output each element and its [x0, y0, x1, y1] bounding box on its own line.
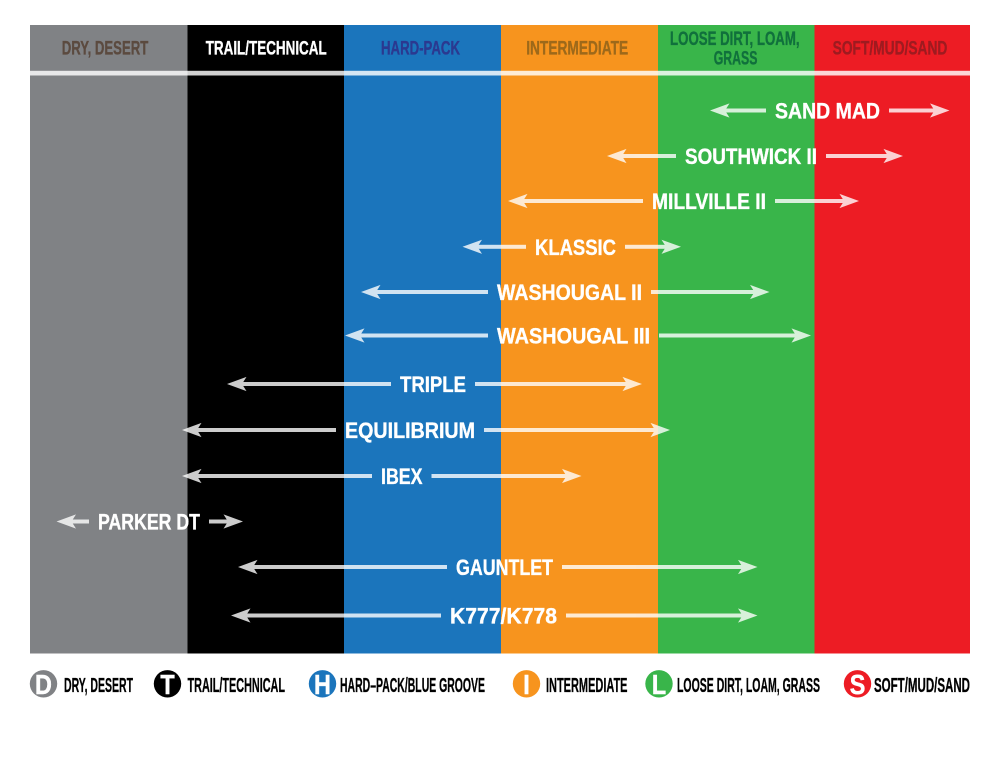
svg-text:H: H: [314, 670, 331, 700]
svg-text:SOFT/MUD/SAND: SOFT/MUD/SAND: [833, 38, 948, 60]
svg-text:SAND MAD: SAND MAD: [775, 99, 880, 124]
svg-text:DRY, DESERT: DRY, DESERT: [62, 38, 149, 60]
svg-text:INTERMEDIATE: INTERMEDIATE: [526, 38, 628, 60]
svg-text:MILLVILLE II: MILLVILLE II: [652, 189, 766, 214]
svg-text:IBEX: IBEX: [381, 464, 423, 489]
svg-text:DRY, DESERT: DRY, DESERT: [64, 675, 133, 697]
svg-text:GRASS: GRASS: [714, 47, 758, 69]
svg-text:TRAIL/TECHNICAL: TRAIL/TECHNICAL: [188, 675, 286, 697]
svg-text:KLASSIC: KLASSIC: [535, 235, 616, 260]
svg-text:TRAIL/TECHNICAL: TRAIL/TECHNICAL: [206, 38, 327, 60]
svg-text:L: L: [652, 670, 666, 700]
svg-text:HARD–PACK/BLUE GROOVE: HARD–PACK/BLUE GROOVE: [340, 675, 485, 697]
svg-text:SOFT/MUD/SAND: SOFT/MUD/SAND: [874, 675, 970, 697]
svg-text:EQUILIBRIUM: EQUILIBRIUM: [345, 418, 475, 443]
svg-text:S: S: [850, 670, 866, 700]
svg-text:PARKER DT: PARKER DT: [98, 510, 200, 535]
svg-text:GAUNTLET: GAUNTLET: [456, 555, 553, 580]
svg-text:T: T: [160, 670, 175, 700]
svg-text:I: I: [523, 670, 529, 700]
svg-text:TRIPLE: TRIPLE: [400, 372, 466, 397]
svg-text:LOOSE DIRT, LOAM,: LOOSE DIRT, LOAM,: [670, 28, 800, 50]
svg-text:K777/K778: K777/K778: [450, 604, 557, 629]
svg-text:INTERMEDIATE: INTERMEDIATE: [546, 675, 628, 697]
svg-text:HARD-PACK: HARD-PACK: [381, 38, 460, 60]
svg-text:SOUTHWICK II: SOUTHWICK II: [685, 144, 817, 169]
svg-text:D: D: [35, 670, 52, 700]
svg-text:LOOSE DIRT, LOAM, GRASS: LOOSE DIRT, LOAM, GRASS: [677, 675, 820, 697]
svg-text:WASHOUGAL II: WASHOUGAL II: [497, 280, 642, 305]
svg-text:WASHOUGAL III: WASHOUGAL III: [497, 324, 650, 349]
